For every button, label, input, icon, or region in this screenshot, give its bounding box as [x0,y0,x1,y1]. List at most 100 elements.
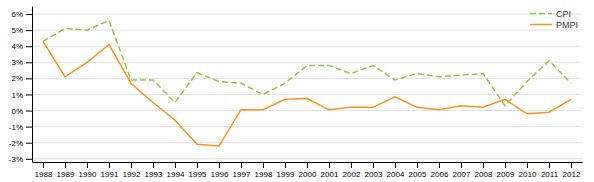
grid-line [32,158,582,159]
tick: 1994 [167,162,185,179]
grid-line [32,62,582,63]
tick-mark [26,111,32,112]
tick-label: 1996 [211,170,229,179]
tick-mark [131,162,132,168]
grid-line [32,94,582,95]
tick: 1992 [123,162,141,179]
tick-label: 2005 [409,170,427,179]
legend-label: CPI [556,9,571,19]
tick-mark [87,162,88,168]
tick-label: 5% [11,26,23,35]
legend-label: PMPI [556,20,578,30]
grid-line [32,46,582,47]
tick-mark [175,162,176,168]
tick-mark [373,162,374,168]
grid [32,14,582,159]
tick: 6% [11,10,32,19]
tick-label: 1988 [35,170,53,179]
tick-mark [26,78,32,79]
tick-mark [505,162,506,168]
tick-mark [26,143,32,144]
tick: 2000 [299,162,317,179]
tick-label: 4% [11,42,23,51]
tick: -2% [9,139,32,148]
grid-line [32,110,582,111]
tick-label: -1% [9,123,23,132]
tick-label: 0% [11,107,23,116]
grid-line [32,78,582,79]
tick: 2006 [431,162,449,179]
tick-label: 2006 [431,170,449,179]
tick-mark [219,162,220,168]
tick-label: 2001 [321,170,339,179]
tick-mark [307,162,308,168]
legend-item: CPI [530,9,571,19]
tick: 1997 [233,162,251,179]
tick: 4% [11,42,32,51]
tick-label: 3% [11,58,23,67]
tick-label: 2010 [519,170,537,179]
tick-mark [26,14,32,15]
y-axis: -3% -2% -1% 0% 1% 2% 3% 4% 5% 6% [9,7,33,164]
tick: 5% [11,26,32,35]
tick-mark [483,162,484,168]
tick-label: 2004 [387,170,405,179]
tick: 2004 [387,162,405,179]
tick-label: -2% [9,139,23,148]
tick-mark [417,162,418,168]
tick-label: 2007 [453,170,471,179]
tick-mark [153,162,154,168]
tick-mark [549,162,550,168]
tick-label: 2000 [299,170,317,179]
tick: 2012 [563,162,581,179]
tick: 0% [11,107,32,116]
tick-label: 2011 [541,170,559,179]
series-line [43,20,571,105]
x-axis: 1988 1989 1990 1991 1992 1993 1994 1995 1996 1997… [33,162,583,179]
tick: 2% [11,74,32,83]
series-line [43,41,571,146]
tick: 1991 [101,162,119,179]
tick: -1% [9,123,32,132]
tick: 1999 [277,162,295,179]
tick: 1996 [211,162,229,179]
tick-label: 1990 [79,170,97,179]
legend: CPIPMPI [530,9,578,30]
tick-mark [26,46,32,47]
tick-mark [26,94,32,95]
tick: -3% [9,155,32,164]
tick: 2008 [475,162,493,179]
tick-label: 1994 [167,170,185,179]
tick-label: 2009 [497,170,515,179]
tick: 2011 [541,162,559,179]
grid-line [32,126,582,127]
tick-mark [26,30,32,31]
tick-label: 2% [11,74,23,83]
tick-mark [197,162,198,168]
tick: 1998 [255,162,273,179]
tick-mark [395,162,396,168]
tick-label: 1997 [233,170,251,179]
tick-label: 2003 [365,170,383,179]
tick: 3% [11,58,32,67]
tick-label: 2012 [563,170,581,179]
tick: 1995 [189,162,207,179]
chart: -3%-2%-1%0%1%2%3%4%5%6%19881989199019911… [0,0,594,182]
tick-mark [26,127,32,128]
tick-label: 1992 [123,170,141,179]
tick-label: 1995 [189,170,207,179]
marks [43,20,571,145]
tick-mark [285,162,286,168]
tick-mark [26,159,32,160]
tick: 2001 [321,162,339,179]
tick: 2007 [453,162,471,179]
legend-swatch [530,24,552,26]
tick-label: 1% [11,91,23,100]
tick-mark [461,162,462,168]
tick-label: 1989 [57,170,75,179]
tick-label: 1999 [277,170,295,179]
tick: 1989 [57,162,75,179]
tick-mark [26,62,32,63]
tick-mark [351,162,352,168]
tick-label: 1993 [145,170,163,179]
